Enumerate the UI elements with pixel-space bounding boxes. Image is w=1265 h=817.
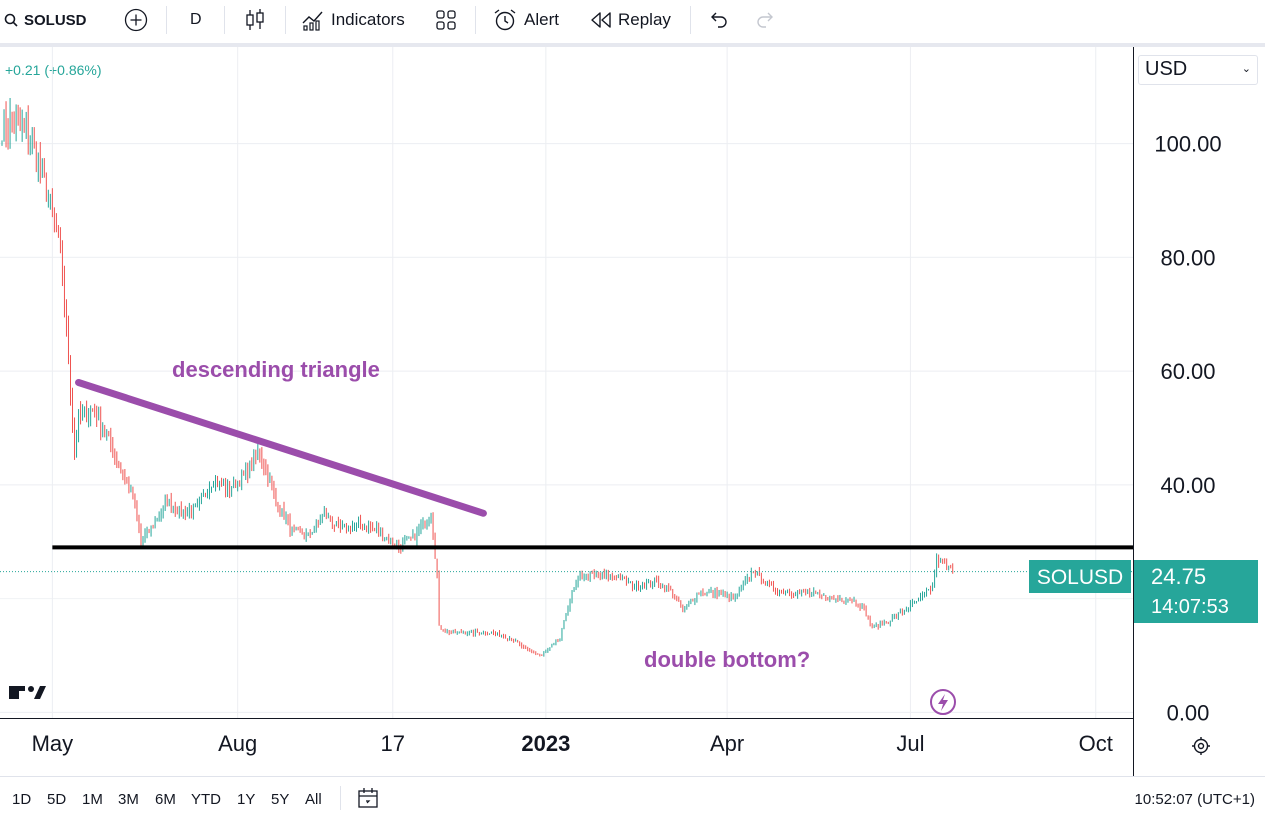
redo-button[interactable] [755, 0, 777, 40]
lightning-icon[interactable] [930, 689, 956, 715]
price-chart[interactable]: descending triangle double bottom? 100.00… [0, 47, 1265, 776]
drawing-overlays: descending triangle double bottom? [0, 357, 1134, 672]
top-toolbar: SOLUSD D Indicators Alert Replay [0, 0, 1265, 40]
alert-label: Alert [524, 10, 559, 29]
currency-value: USD [1145, 58, 1188, 80]
logo-bar [9, 686, 19, 699]
logo-slash [34, 686, 46, 699]
price-axis[interactable]: 100.00 80.00 60.00 40.00 0.00 [1154, 132, 1221, 726]
chart-type-button[interactable] [244, 0, 266, 40]
replay-button[interactable]: Replay [590, 0, 671, 40]
x-tick-label: May [32, 731, 74, 756]
undo-icon [711, 12, 727, 28]
symbol-search[interactable]: SOLUSD [4, 0, 87, 40]
time-axis-border [0, 718, 1134, 719]
layouts-button[interactable] [435, 0, 457, 40]
logo-dot [28, 686, 34, 692]
toolbar-bottom-border [0, 43, 1265, 47]
rewind-icon [591, 12, 611, 28]
indicators-button[interactable]: Indicators [301, 0, 405, 40]
price-axis-border [1133, 47, 1134, 776]
gear-icon [1192, 737, 1210, 755]
symbol-label: SOLUSD [24, 11, 87, 29]
chart-grid [0, 47, 1134, 718]
x-tick-label: 17 [381, 731, 405, 756]
range-button-3m[interactable]: 3M [118, 791, 139, 808]
bottom-toolbar: 1D 5D 1M 3M 6M YTD 1Y 5Y All 10:52:07 (U… [0, 776, 1265, 817]
range-button-5d[interactable]: 5D [47, 791, 67, 808]
toolbar-divider [475, 6, 476, 34]
range-button-1m[interactable]: 1M [82, 791, 103, 808]
range-button-ytd[interactable]: YTD [191, 791, 221, 808]
x-tick-label: Jul [896, 731, 924, 756]
clock[interactable]: 10:52:07 (UTC+1) [1134, 791, 1255, 808]
price-tag-value: 24.75 [1151, 564, 1206, 589]
annotation-text: descending triangle [172, 357, 380, 382]
price-tag-bg [1134, 560, 1258, 623]
last-price-label: SOLUSD 24.75 14:07:53 [1029, 560, 1258, 623]
descending-trendline [75, 379, 487, 517]
tradingview-logo[interactable] [9, 686, 46, 699]
indicators-label: Indicators [331, 10, 405, 29]
x-tick-label: 2023 [521, 731, 570, 756]
y-tick-label: 60.00 [1160, 359, 1215, 384]
y-tick-label: 0.00 [1167, 700, 1210, 725]
toolbar-divider [285, 6, 286, 34]
undo-button[interactable] [707, 0, 729, 40]
x-tick-label: Apr [710, 731, 744, 756]
compare-button[interactable] [124, 0, 148, 40]
range-button-6m[interactable]: 6M [155, 791, 176, 808]
x-tick-label: Aug [218, 731, 257, 756]
toolbar-divider [690, 6, 691, 34]
grid-icon [436, 10, 456, 30]
time-axis[interactable]: May Aug 17 2023 Apr Jul Oct [32, 731, 1113, 756]
x-tick-label: Oct [1079, 731, 1113, 756]
price-change: +0.21 (+0.86%) [5, 62, 102, 78]
toolbar-divider [166, 6, 167, 34]
interval-label: D [190, 11, 202, 28]
price-tag-countdown: 14:07:53 [1151, 596, 1229, 618]
calendar-icon [358, 788, 378, 808]
range-button-1y[interactable]: 1Y [237, 791, 256, 808]
range-button-1d[interactable]: 1D [12, 791, 32, 808]
indicators-icon [302, 11, 323, 31]
toolbar-divider [224, 6, 225, 34]
go-to-date-button[interactable] [356, 786, 380, 815]
candle-series [1, 97, 954, 657]
alert-button[interactable]: Alert [492, 0, 559, 40]
alarm-clock-icon [494, 9, 516, 31]
chart-settings-button[interactable] [1188, 733, 1214, 759]
replay-label: Replay [618, 10, 671, 29]
y-tick-label: 80.00 [1160, 245, 1215, 270]
range-button-all[interactable]: All [305, 791, 322, 808]
annotation-text: double bottom? [644, 647, 810, 672]
search-icon [4, 13, 18, 27]
y-tick-label: 100.00 [1154, 132, 1221, 157]
candles-icon [246, 9, 264, 30]
interval-button[interactable]: D [190, 0, 202, 40]
chevron-down-icon: ⌄ [1241, 63, 1251, 75]
logo-bar [9, 686, 25, 691]
y-tick-label: 40.00 [1160, 473, 1215, 498]
redo-icon [757, 12, 773, 28]
symbol-tag-bg [1029, 560, 1131, 593]
symbol-tag-text: SOLUSD [1037, 566, 1123, 589]
range-button-5y[interactable]: 5Y [271, 791, 290, 808]
currency-select[interactable]: USD ⌄ [1138, 55, 1258, 85]
plus-circle-icon [124, 8, 148, 32]
toolbar-divider [340, 786, 341, 810]
